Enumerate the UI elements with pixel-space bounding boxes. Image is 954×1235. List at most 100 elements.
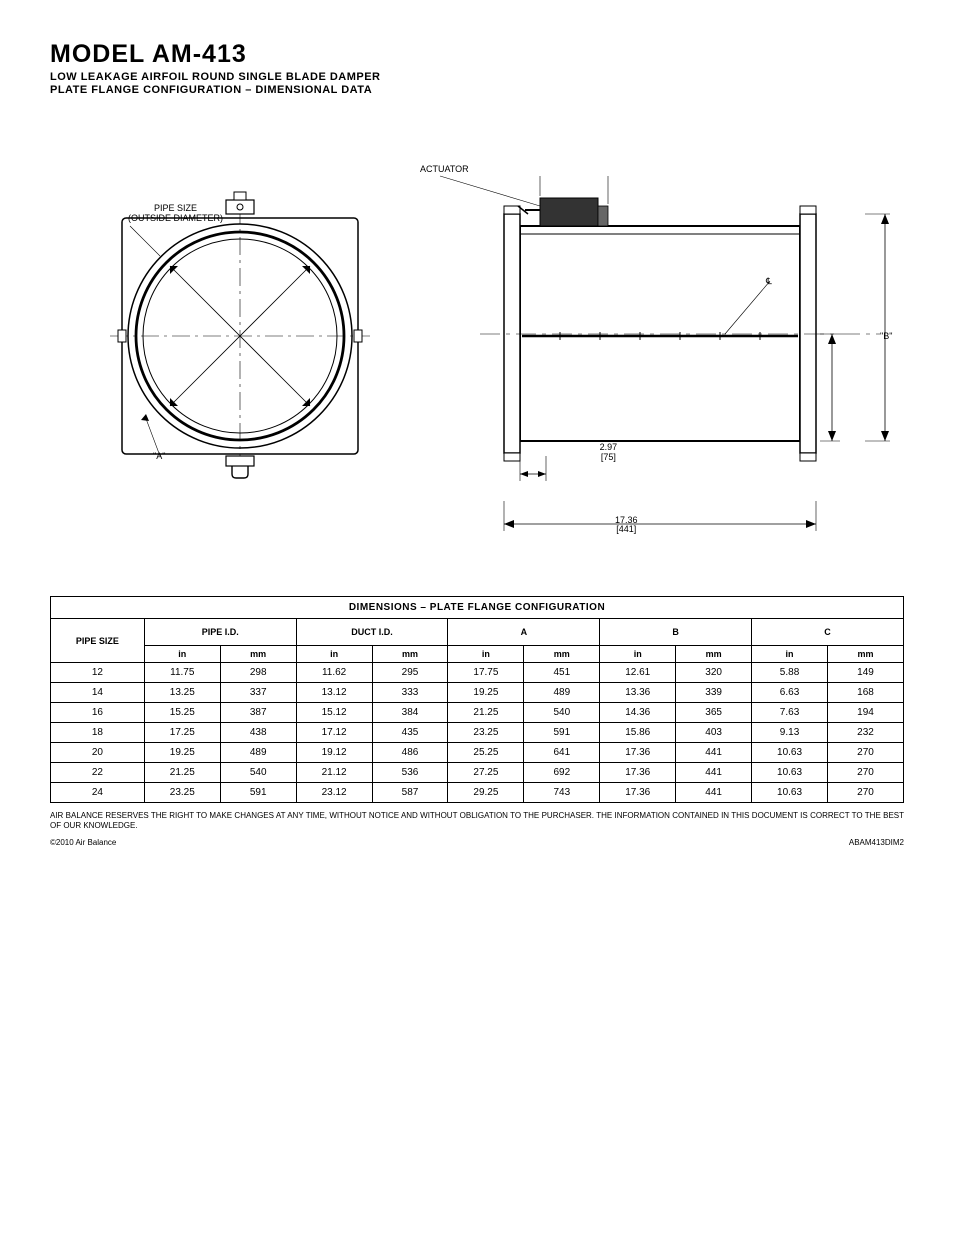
table-cell: 6.63	[752, 683, 828, 703]
table-cell: 10.63	[752, 743, 828, 763]
dimensions-table: DIMENSIONS – PLATE FLANGE CONFIGURATION …	[50, 596, 904, 803]
table-cell: 13.12	[296, 683, 372, 703]
table-cell: 387	[220, 703, 296, 723]
table-cell: 13.25	[144, 683, 220, 703]
technical-drawing: PIPE SIZE (OUTSIDE DIAMETER) "A" "B" "C"…	[50, 106, 904, 586]
table-cell: 489	[524, 683, 600, 703]
table-cell: 194	[827, 703, 903, 723]
table-cell: 168	[827, 683, 903, 703]
table-row: 2423.2559123.1258729.2574317.3644110.632…	[51, 783, 904, 803]
table-cell: 232	[827, 723, 903, 743]
table-cell: 489	[220, 743, 296, 763]
table-cell: 270	[827, 743, 903, 763]
table-cell: 298	[220, 663, 296, 683]
table-row: 1413.2533713.1233319.2548913.363396.6316…	[51, 683, 904, 703]
table-cell: 21.12	[296, 763, 372, 783]
table-cell: 15.25	[144, 703, 220, 723]
table-cell: 12	[51, 663, 145, 683]
th-unit: mm	[524, 646, 600, 663]
table-cell: 486	[372, 743, 448, 763]
table-cell: 20	[51, 743, 145, 763]
table-cell: 21.25	[448, 703, 524, 723]
table-cell: 17.36	[600, 783, 676, 803]
table-cell: 384	[372, 703, 448, 723]
table-cell: 5.88	[752, 663, 828, 683]
th-unit: in	[752, 646, 828, 663]
th-unit: mm	[827, 646, 903, 663]
table-cell: 13.36	[600, 683, 676, 703]
table-cell: 25.25	[448, 743, 524, 763]
table-cell: 19.12	[296, 743, 372, 763]
table-cell: 29.25	[448, 783, 524, 803]
table-cell: 10.63	[752, 783, 828, 803]
table-cell: 15.12	[296, 703, 372, 723]
table-row: 2221.2554021.1253627.2569217.3644110.632…	[51, 763, 904, 783]
disclaimer-text: AIR BALANCE RESERVES THE RIGHT TO MAKE C…	[50, 811, 904, 832]
table-title: DIMENSIONS – PLATE FLANGE CONFIGURATION	[51, 597, 904, 619]
table-cell: 24	[51, 783, 145, 803]
th-pipe-id: PIPE I.D.	[144, 619, 296, 646]
table-cell: 441	[676, 743, 752, 763]
table-cell: 333	[372, 683, 448, 703]
copyright-text: ©2010 Air Balance	[50, 838, 116, 847]
table-cell: 441	[676, 783, 752, 803]
table-cell: 451	[524, 663, 600, 683]
table-cell: 438	[220, 723, 296, 743]
model-number: MODEL AM-413	[50, 40, 904, 69]
th-b: B	[600, 619, 752, 646]
table-cell: 18	[51, 723, 145, 743]
table-cell: 17.36	[600, 743, 676, 763]
table-cell: 591	[524, 723, 600, 743]
table-cell: 339	[676, 683, 752, 703]
table-cell: 11.75	[144, 663, 220, 683]
table-cell: 403	[676, 723, 752, 743]
table-cell: 14	[51, 683, 145, 703]
table-cell: 17.25	[144, 723, 220, 743]
table-cell: 441	[676, 763, 752, 783]
table-cell: 692	[524, 763, 600, 783]
th-unit: in	[296, 646, 372, 663]
th-c: C	[752, 619, 904, 646]
table-cell: 23.12	[296, 783, 372, 803]
table-cell: 14.36	[600, 703, 676, 723]
table-cell: 540	[524, 703, 600, 723]
th-unit: in	[448, 646, 524, 663]
th-unit: mm	[220, 646, 296, 663]
table-cell: 591	[220, 783, 296, 803]
table-cell: 23.25	[448, 723, 524, 743]
table-cell: 270	[827, 763, 903, 783]
table-cell: 540	[220, 763, 296, 783]
table-row: 1211.7529811.6229517.7545112.613205.8814…	[51, 663, 904, 683]
table-cell: 21.25	[144, 763, 220, 783]
table-cell: 17.12	[296, 723, 372, 743]
table-cell: 12.61	[600, 663, 676, 683]
table-cell: 10.63	[752, 763, 828, 783]
th-unit: mm	[372, 646, 448, 663]
svg-text:℄: ℄	[765, 276, 772, 286]
table-cell: 320	[676, 663, 752, 683]
table-cell: 743	[524, 783, 600, 803]
table-cell: 16	[51, 703, 145, 723]
table-cell: 17.75	[448, 663, 524, 683]
th-unit: in	[144, 646, 220, 663]
table-cell: 27.25	[448, 763, 524, 783]
table-cell: 435	[372, 723, 448, 743]
table-cell: 365	[676, 703, 752, 723]
table-cell: 641	[524, 743, 600, 763]
table-cell: 11.62	[296, 663, 372, 683]
table-cell: 7.63	[752, 703, 828, 723]
table-row: 1817.2543817.1243523.2559115.864039.1323…	[51, 723, 904, 743]
table-head: DIMENSIONS – PLATE FLANGE CONFIGURATION …	[51, 597, 904, 663]
table-cell: 295	[372, 663, 448, 683]
table-cell: 587	[372, 783, 448, 803]
table-cell: 270	[827, 783, 903, 803]
th-a: A	[448, 619, 600, 646]
th-unit: in	[600, 646, 676, 663]
table-cell: 23.25	[144, 783, 220, 803]
doc-code: ABAM413DIM2	[849, 838, 904, 847]
table-body: 1211.7529811.6229517.7545112.613205.8814…	[51, 663, 904, 803]
title-line-2: PLATE FLANGE CONFIGURATION – DIMENSIONAL…	[50, 84, 904, 96]
table-cell: 15.86	[600, 723, 676, 743]
table-cell: 22	[51, 763, 145, 783]
table-cell: 9.13	[752, 723, 828, 743]
